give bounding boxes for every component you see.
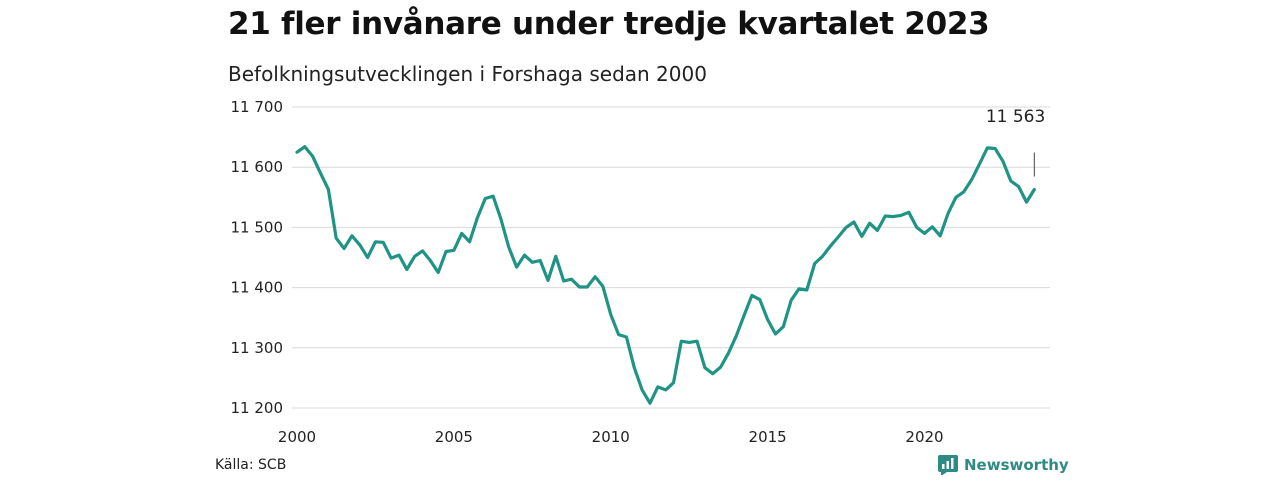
brand-logo: Newsworthy [938,455,1069,475]
series-line-population [295,145,1036,405]
x-tick-label: 2010 [592,428,630,446]
newsworthy-logo-icon [938,455,958,475]
y-tick-label: 11 500 [231,218,284,236]
y-tick-label: 11 200 [231,399,284,417]
y-tick-label: 11 400 [231,279,284,297]
chart-subtitle: Befolkningsutvecklingen i Forshaga sedan… [228,62,707,86]
y-axis-ticks: 11 200 11 300 11 400 11 500 11 600 11 700 [231,98,284,417]
chart-title: 21 fler invånare under tredje kvartalet … [228,6,990,42]
source-note: Källa: SCB [215,457,287,473]
x-tick-label: 2005 [435,428,473,446]
last-value-label: 11 563 [986,107,1045,127]
x-tick-label: 2015 [749,428,787,446]
brand-name: Newsworthy [964,456,1069,474]
x-tick-label: 2000 [278,428,316,446]
y-tick-label: 11 700 [231,98,284,116]
x-tick-label: 2020 [905,428,943,446]
gridlines [292,106,1050,409]
y-tick-label: 11 300 [231,339,284,357]
y-tick-label: 11 600 [231,158,284,176]
x-axis-ticks: 2000 2005 2010 2015 2020 [278,428,944,446]
